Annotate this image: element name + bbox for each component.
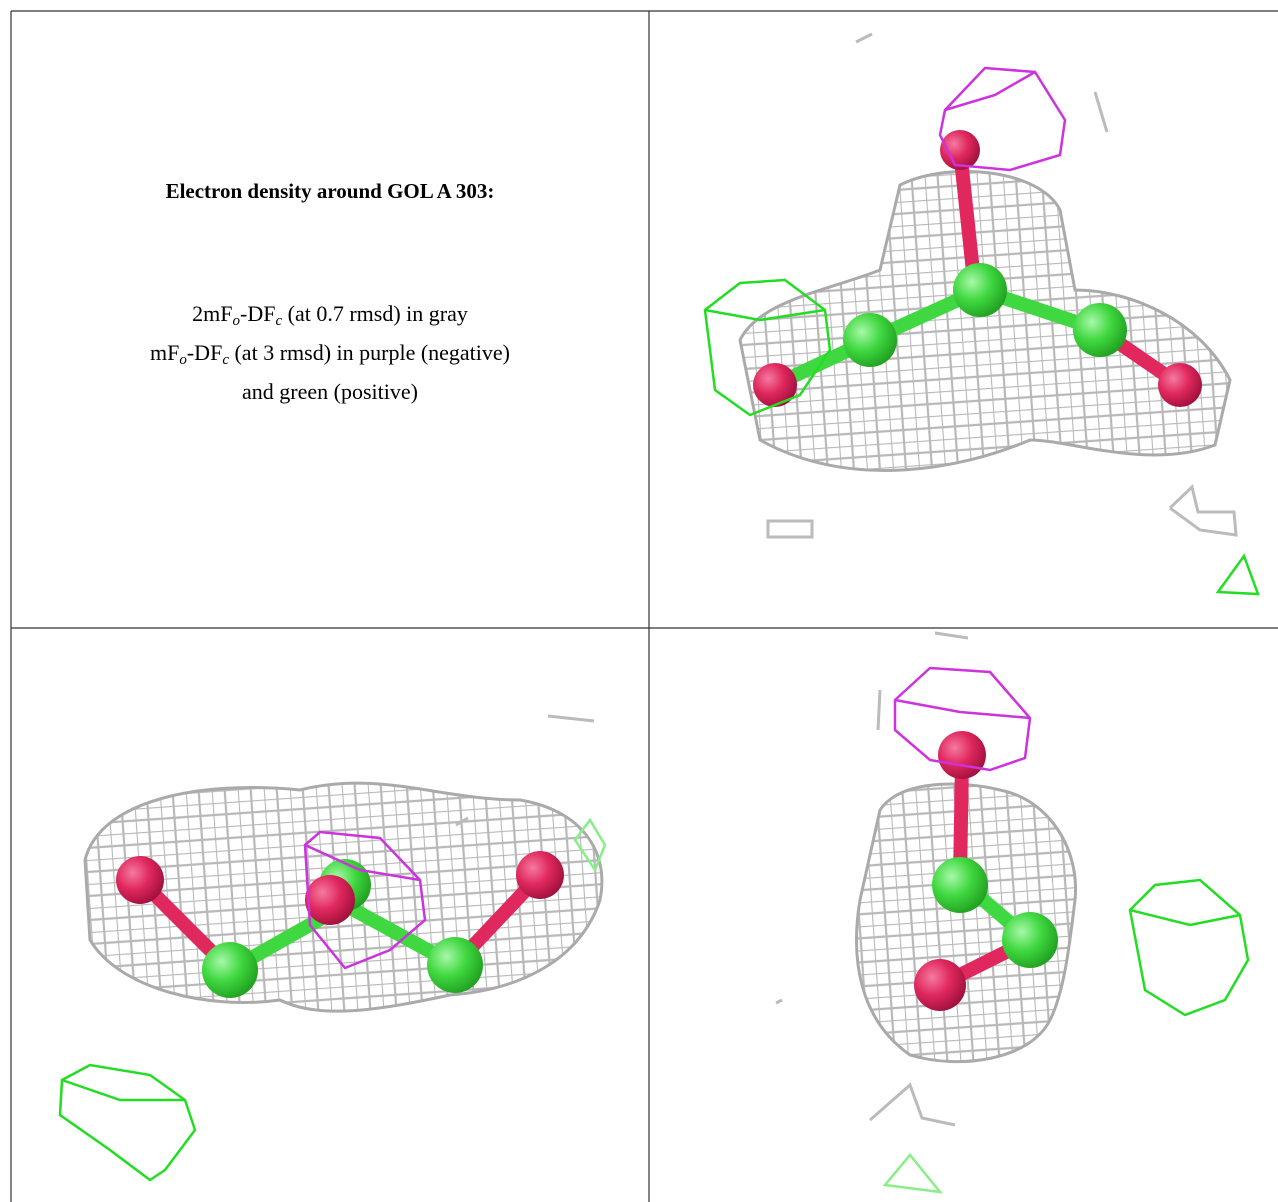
text: (at 3 rmsd) in purple (negative) xyxy=(228,340,510,365)
subscript: o xyxy=(232,313,241,329)
text: mF xyxy=(150,340,180,365)
legend-line: mFo-DFc (at 3 rmsd) in purple (negative) xyxy=(11,333,649,372)
text: -DF xyxy=(186,340,223,365)
text: (at 0.7 rmsd) in gray xyxy=(282,301,468,326)
density-view-2 xyxy=(58,714,607,1182)
density-view-3 xyxy=(775,631,1250,1194)
density-view-1 xyxy=(703,32,1260,596)
subscript: c xyxy=(275,313,283,329)
legend-line: and green (positive) xyxy=(11,372,649,411)
panel-borders xyxy=(10,10,1278,1202)
caption-legend: 2mFo-DFc (at 0.7 rmsd) in gray mFo-DFc (… xyxy=(11,294,649,411)
caption-title: Electron density around GOL A 303: xyxy=(165,179,495,203)
text: 2mF xyxy=(192,301,233,326)
caption-cell: Electron density around GOL A 303: 2mFo-… xyxy=(11,11,649,628)
text: and green (positive) xyxy=(242,379,418,404)
subscript: c xyxy=(222,352,229,368)
text: -DF xyxy=(240,301,276,326)
subscript: o xyxy=(179,352,187,368)
legend-line: 2mFo-DFc (at 0.7 rmsd) in gray xyxy=(11,294,649,333)
